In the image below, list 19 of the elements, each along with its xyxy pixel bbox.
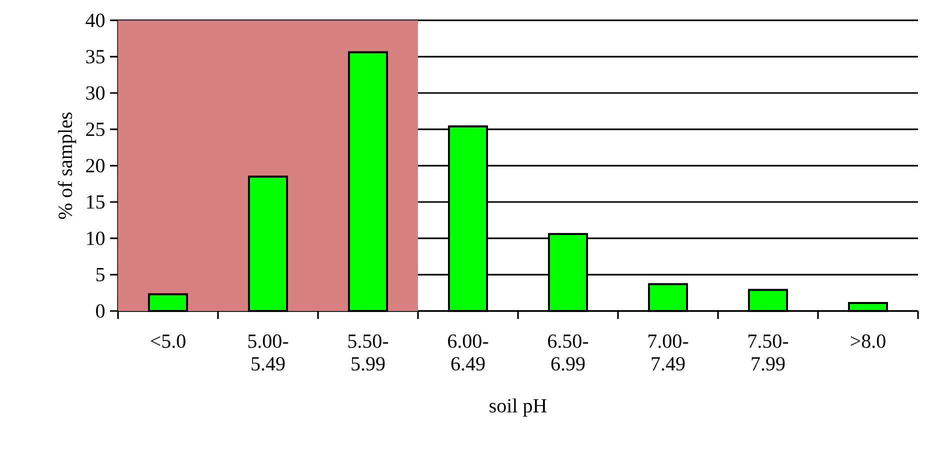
x-tick-label: 6.50-6.99 [548,334,588,371]
x-tick-label: 6.00-6.49 [448,334,488,371]
y-tick-label: 40 [86,14,105,28]
y-tick-label: 10 [87,232,105,246]
y-tick-label: 25 [86,122,105,136]
x-tick-label: >8.0 [850,334,886,348]
x-tick-label: 7.50-7.99 [748,334,788,371]
y-tick-label: 20 [86,158,105,172]
y-tick-label: 35 [86,50,105,64]
y-tick-label: 30 [86,86,105,100]
y-tick-label: 0 [96,304,105,318]
x-tick-label: 5.50-5.99 [348,334,388,371]
x-axis-title: soil pH [490,398,547,417]
x-tick-label: <5.0 [150,334,186,348]
x-tick-label: 5.00-5.49 [248,334,288,371]
y-tick-label: 15 [87,195,105,209]
y-tick-label: 5 [96,268,105,282]
y-axis-title: % of samples [58,112,76,219]
x-tick-label: 7.00-7.49 [648,334,688,371]
